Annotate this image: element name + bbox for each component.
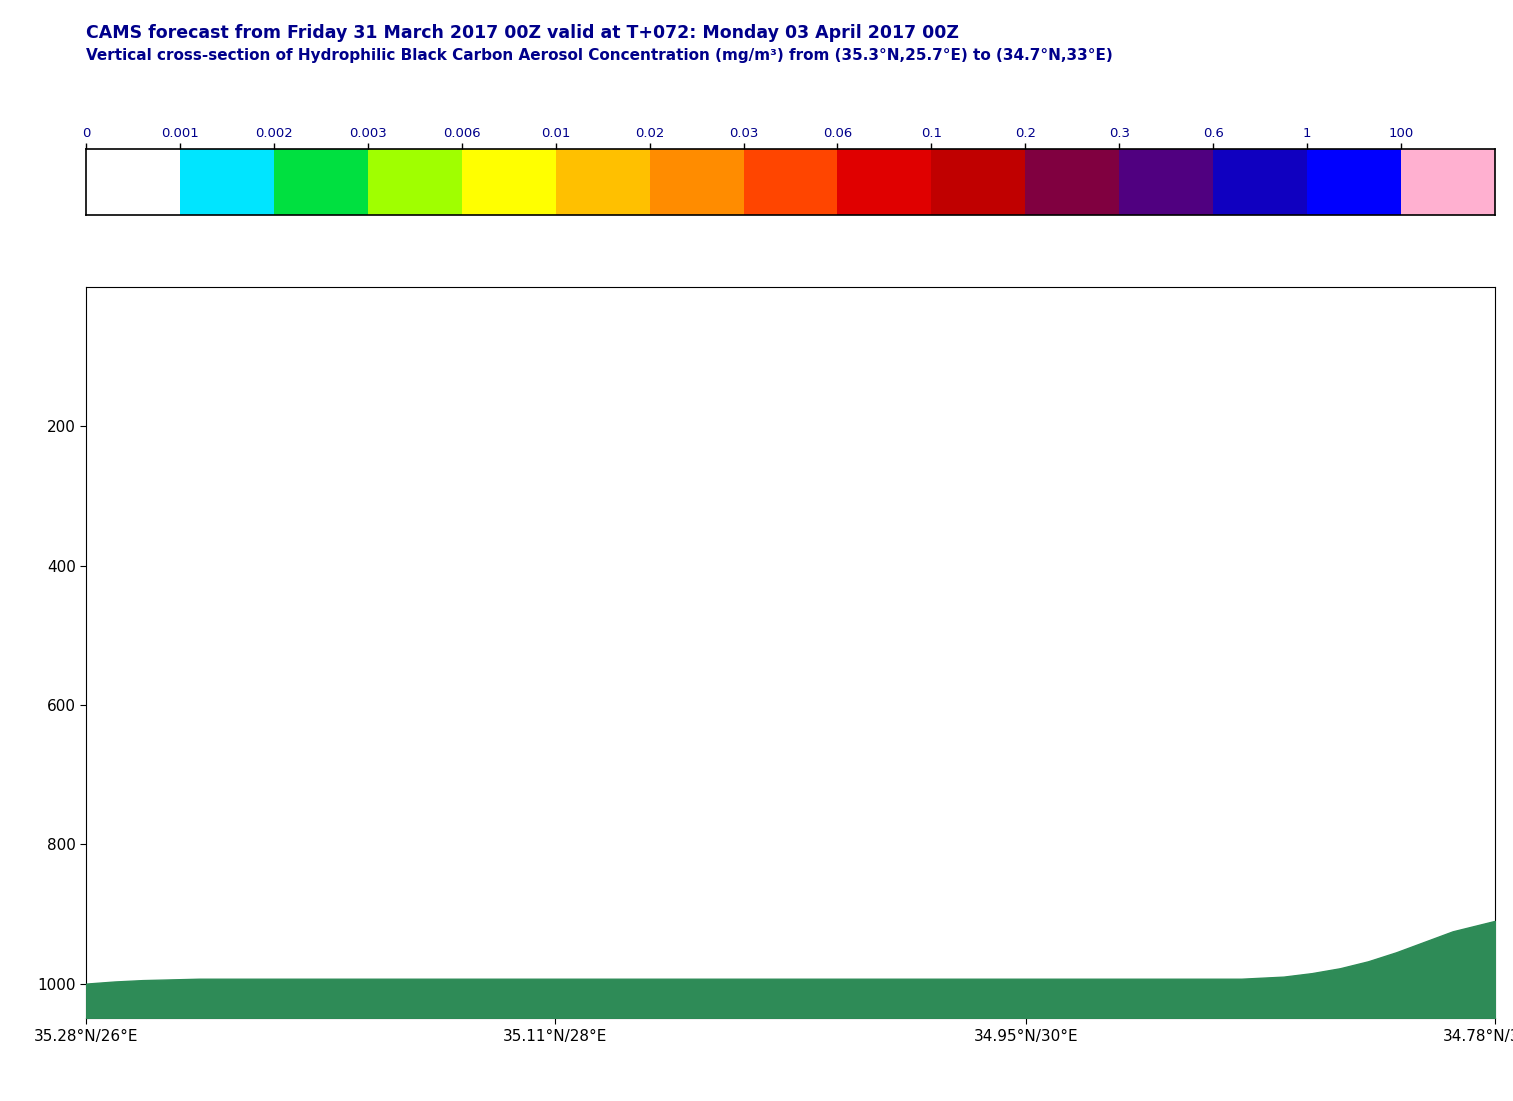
Bar xyxy=(86,149,180,215)
Bar xyxy=(1213,149,1307,215)
Bar xyxy=(1307,149,1401,215)
Bar xyxy=(838,149,932,215)
Text: CAMS forecast from Friday 31 March 2017 00Z valid at T+072: Monday 03 April 2017: CAMS forecast from Friday 31 March 2017 … xyxy=(86,24,959,42)
Bar xyxy=(368,149,461,215)
Bar xyxy=(743,149,838,215)
Bar xyxy=(1026,149,1120,215)
Bar xyxy=(180,149,274,215)
Bar xyxy=(932,149,1026,215)
Bar xyxy=(649,149,743,215)
Text: Vertical cross-section of Hydrophilic Black Carbon Aerosol Concentration (mg/m³): Vertical cross-section of Hydrophilic Bl… xyxy=(86,48,1114,64)
Bar xyxy=(1401,149,1495,215)
Bar xyxy=(461,149,555,215)
Bar xyxy=(274,149,368,215)
Bar xyxy=(1120,149,1213,215)
Bar xyxy=(555,149,649,215)
